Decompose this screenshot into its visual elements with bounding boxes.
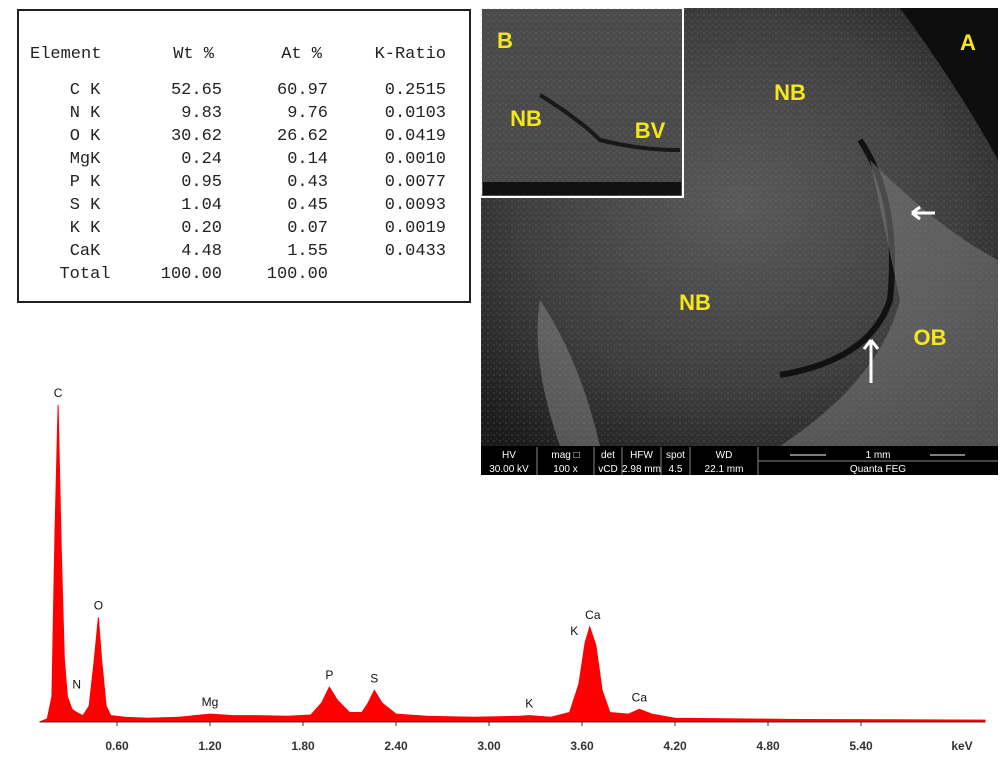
table-cell: 0.0077 — [385, 173, 446, 192]
table-cell: O K — [70, 127, 101, 146]
info-top: HV — [502, 450, 516, 461]
peak-label: C — [54, 386, 63, 400]
sem-image: A B NB BV NB NB OB HV 30.00 kV mag □ 100 x d… — [480, 7, 998, 475]
peak-label: Mg — [202, 695, 219, 709]
peak-label: Ca — [632, 690, 648, 704]
table-cell: 0.24 — [181, 150, 222, 169]
table-cell: P K — [70, 173, 101, 192]
table-cell: 1.04 — [181, 196, 222, 215]
info-top: spot — [666, 450, 685, 461]
region-label: OB — [914, 325, 947, 350]
table-cell: 100.00 — [161, 265, 222, 284]
info-top: HFW — [630, 450, 653, 461]
table-cell: 26.62 — [277, 127, 328, 146]
table-border — [17, 9, 471, 303]
table-cell: 0.0010 — [385, 150, 446, 169]
peak-label: Ca — [585, 608, 601, 622]
scale-bar-gap — [826, 450, 930, 460]
info-bottom: 22.1 mm — [705, 464, 744, 475]
spectrum: 0.60 1.20 1.80 2.40 3.00 3.60 4.20 4.80 5.40 C N O M… — [39, 386, 986, 753]
table-cell: 0.07 — [287, 219, 328, 238]
table-cell: C K — [70, 81, 101, 100]
info-bottom: 4.5 — [669, 464, 683, 475]
x-tick-label: 4.20 — [663, 739, 687, 753]
info-bottom: 2.98 mm — [622, 464, 661, 475]
table-cell: 0.0093 — [385, 196, 446, 215]
table-cell: 60.97 — [277, 81, 328, 100]
x-tick-label: 5.40 — [849, 739, 873, 753]
panel-label: A — [960, 30, 976, 55]
table-cell: CaK — [70, 242, 101, 261]
peak-label: S — [370, 671, 378, 685]
table-header: Wt % — [173, 45, 215, 64]
info-top: mag □ — [551, 450, 579, 461]
inset-info-bar — [483, 182, 681, 195]
arrow — [862, 339, 880, 383]
info-bottom: 100 x — [553, 464, 577, 475]
x-tick-label: 4.80 — [756, 739, 780, 753]
info-cells: HV 30.00 kV mag □ 100 x det vCD HFW 2.98 mm spot… — [489, 447, 743, 475]
spectrum-area — [39, 404, 986, 723]
x-tick-label: 2.40 — [384, 739, 408, 753]
table-cell: 0.43 — [287, 173, 328, 192]
sem-porous — [537, 300, 600, 446]
region-label: BV — [635, 118, 666, 143]
table-cell: 9.83 — [181, 104, 222, 123]
peak-label: P — [325, 668, 333, 682]
table-cell: 0.45 — [287, 196, 328, 215]
info-top: WD — [716, 450, 733, 461]
inset-texture — [481, 8, 683, 197]
table-cell: 4.48 — [181, 242, 222, 261]
table-cell: Total — [59, 265, 110, 284]
region-label: NB — [510, 106, 542, 131]
sem-old-bone — [780, 160, 998, 446]
sem-shadow — [900, 8, 998, 160]
table-cell: N K — [70, 104, 101, 123]
arrow — [911, 205, 935, 221]
table-cell: 0.0019 — [385, 219, 446, 238]
table-cell: 100.00 — [267, 265, 328, 284]
region-label: NB — [679, 290, 711, 315]
table-cell: 0.0433 — [385, 242, 446, 261]
table-cell: 0.20 — [181, 219, 222, 238]
x-tick-label: 3.00 — [477, 739, 501, 753]
x-tick-label: 3.60 — [570, 739, 594, 753]
table-cell: MgK — [70, 150, 101, 169]
x-tick-label: 1.20 — [198, 739, 222, 753]
instrument: Quanta FEG — [850, 464, 906, 475]
scale-bar-label: 1 mm — [866, 450, 891, 461]
table-cell: 0.2515 — [385, 81, 446, 100]
peak-label: N — [72, 678, 81, 692]
table-cell: 0.0103 — [385, 104, 446, 123]
panel-label: B — [497, 28, 513, 53]
x-axis-label: keV — [951, 739, 972, 753]
info-top: det — [601, 450, 615, 461]
table-cell: 1.55 — [287, 242, 328, 261]
table-cell: 52.65 — [171, 81, 222, 100]
x-tick-label: 0.60 — [105, 739, 129, 753]
table: Element Wt % At % K-Ratio C K 52.65 60.97 0… — [30, 45, 446, 284]
info-bottom: vCD — [598, 464, 617, 475]
region-label: NB — [774, 80, 806, 105]
table-cell: 0.95 — [181, 173, 222, 192]
table-cell: 30.62 — [171, 127, 222, 146]
peak-label: K — [525, 697, 533, 711]
peak-label: O — [94, 598, 103, 612]
info-bottom: 30.00 kV — [489, 464, 529, 475]
table-cell: 0.0419 — [385, 127, 446, 146]
table-header: Element — [30, 45, 101, 64]
table-cell: S K — [70, 196, 101, 215]
table-cell: K K — [70, 219, 101, 238]
table-header: At % — [281, 45, 323, 64]
x-tick-label: 1.80 — [291, 739, 315, 753]
inset-vessel — [538, 93, 681, 152]
table-cell: 0.14 — [287, 150, 328, 169]
table-header: K-Ratio — [375, 45, 446, 64]
table-cell: 9.76 — [287, 104, 328, 123]
peak-label: K — [570, 624, 578, 638]
